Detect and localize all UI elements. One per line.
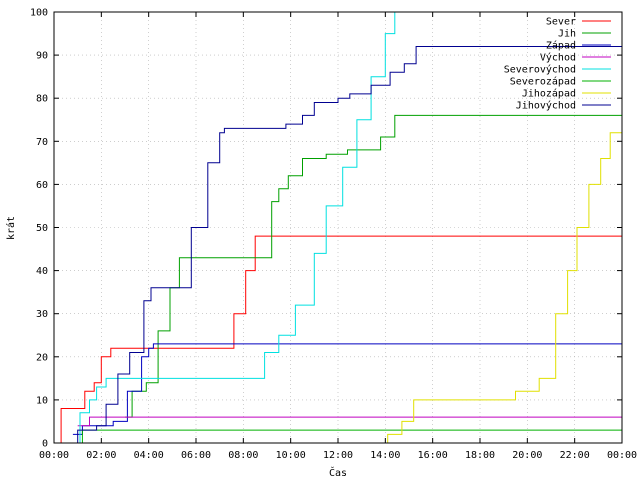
series-line-6 — [80, 429, 622, 444]
series-line-4 — [77, 416, 622, 427]
x-tick-label: 12:00 — [323, 450, 353, 461]
x-tick-label: 00:00 — [39, 450, 69, 461]
x-tick-label: 14:00 — [370, 450, 400, 461]
x-tick-label: 10:00 — [276, 450, 306, 461]
y-axis-title: krát — [5, 216, 17, 240]
x-tick-label: 04:00 — [134, 450, 164, 461]
x-tick-label: 02:00 — [86, 450, 116, 461]
y-tick-label: 90 — [36, 51, 48, 62]
series-layer — [54, 12, 623, 444]
x-tick-label: 18:00 — [465, 450, 495, 461]
series-line-7 — [385, 115, 623, 444]
legend-label: Jih — [558, 29, 576, 40]
y-tick-label: 20 — [36, 352, 48, 363]
legend-label: Západ — [546, 40, 576, 52]
x-tick-label: 22:00 — [560, 450, 590, 461]
y-tick-label: 60 — [36, 180, 48, 191]
y-tick-label: 0 — [42, 439, 48, 450]
y-tick-label: 30 — [36, 309, 48, 320]
series-line-5 — [70, 12, 396, 444]
series-line-8 — [65, 46, 622, 444]
x-axis-title: Čas — [329, 466, 347, 479]
legend-label: Severovýchod — [504, 64, 576, 76]
legend: SeverJihZápadVýchodSeverovýchodSeverozáp… — [504, 17, 611, 112]
y-tick-label: 100 — [30, 8, 48, 19]
x-tick-label: 16:00 — [418, 450, 448, 461]
y-tick-label: 50 — [36, 223, 48, 234]
y-tick-label: 10 — [36, 395, 48, 406]
series-line-2 — [125, 114, 622, 418]
legend-label: Sever — [546, 17, 576, 28]
series-line-1 — [54, 235, 622, 444]
legend-label: Jihozápad — [522, 88, 576, 100]
y-tick-label: 80 — [36, 94, 48, 105]
legend-label: Severozápad — [510, 76, 576, 88]
x-tick-label: 06:00 — [181, 450, 211, 461]
x-tick-label: 08:00 — [228, 450, 258, 461]
legend-label: Východ — [540, 52, 576, 64]
ticks: 0 10 20 30 40 50 60 70 80 90 100 00:00 02:00 04:00 06:… — [30, 8, 637, 462]
y-tick-label: 40 — [36, 266, 48, 277]
x-tick-label: 20:00 — [512, 450, 542, 461]
y-tick-label: 70 — [36, 137, 48, 148]
legend-label: Jihovýchod — [516, 100, 576, 112]
x-tick-label: 00:00 — [607, 450, 637, 461]
